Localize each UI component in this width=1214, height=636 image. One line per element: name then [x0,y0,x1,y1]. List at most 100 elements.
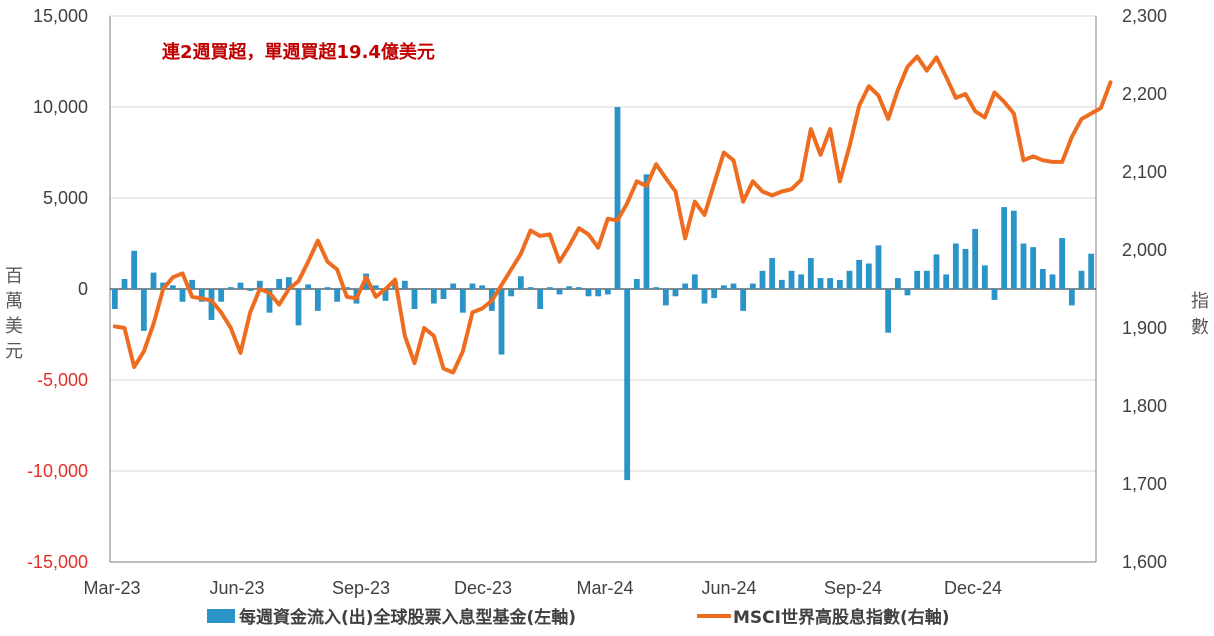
bar [111,289,118,310]
bar [218,289,225,302]
left-axis-title-char: 百 [5,266,23,287]
bar [624,289,631,481]
bar [604,289,611,295]
legend: 每週資金流入(出)全球股票入息型基金(左軸) MSCI世界高股息指數(右軸) [207,607,950,628]
left-tick-label: 0 [78,279,88,299]
bar [875,245,882,289]
x-tick-label: Dec-23 [454,578,512,598]
left-tick-label: -10,000 [27,461,88,481]
bar [981,265,988,289]
right-tick-label: 1,600 [1122,552,1167,572]
bar [633,278,640,289]
bar [198,289,205,302]
right-axis-title: 指數 [1191,291,1209,338]
x-tick-label: Sep-24 [824,578,882,598]
bar [537,289,544,310]
axes [109,16,1097,563]
bar [701,289,708,304]
bar [508,289,515,297]
left-axis-title-char: 美 [5,316,23,337]
bar [740,289,747,311]
bar [546,287,553,289]
index-line [112,54,1113,375]
bar [121,278,128,289]
bar [324,287,331,289]
bar [295,289,302,326]
bar [643,174,650,289]
bar [836,279,843,289]
bar [952,243,959,289]
bar [749,283,756,289]
left-axis-title-char: 元 [5,341,23,362]
bar [972,228,979,289]
bar [720,285,727,289]
bar [459,289,466,313]
bar [179,289,186,302]
bar [1030,247,1037,289]
bar [865,263,872,289]
bar [614,107,621,289]
bar [1088,253,1095,289]
bar [150,272,157,289]
bar [653,287,660,289]
bar [266,289,273,313]
bar [1059,238,1066,289]
bar [575,287,582,289]
x-tick-label: Jun-24 [701,578,756,598]
left-tick-label: -15,000 [27,552,88,572]
bar [1078,270,1085,289]
bar [730,283,737,289]
bar [285,277,292,289]
bar [788,270,795,289]
left-tick-label: 10,000 [33,97,88,117]
bar [256,280,263,289]
bar [517,276,524,289]
bar [595,289,602,297]
bar [160,282,167,289]
left-tick-label: 15,000 [33,6,88,26]
bar [401,280,408,289]
line-series [112,54,1113,375]
bar [450,283,457,289]
bar [1020,243,1027,289]
bar [894,278,901,289]
bar [343,287,350,289]
bar [691,274,698,289]
bar [276,278,283,289]
bar [807,258,814,289]
bar [778,279,785,289]
bar [305,284,312,289]
bar [682,283,689,289]
bar [498,289,505,355]
legend-bar-swatch [207,609,235,623]
legend-bar-label: 每週資金流入(出)全球股票入息型基金(左軸) [239,607,576,628]
bar [189,279,196,289]
right-tick-label: 1,900 [1122,318,1167,338]
bar [1068,289,1075,306]
bar [556,289,563,295]
bar [991,289,998,300]
chart-annotation: 連2週買超，單週買超19.4億美元 [162,41,435,63]
left-tick-label: 5,000 [43,188,88,208]
bar [411,289,418,310]
right-tick-label: 2,200 [1122,84,1167,104]
bar [1049,274,1056,289]
bar [382,289,389,301]
bar [856,259,863,289]
bar [227,287,234,289]
bar [943,274,950,289]
legend-line-label: MSCI世界高股息指數(右軸) [733,607,950,628]
bar [759,270,766,289]
bar [827,278,834,289]
bar [469,283,476,289]
bar [421,288,428,290]
bar [711,289,718,299]
bar [1039,268,1046,289]
bar [527,287,534,289]
right-axis-title-char: 數 [1191,317,1209,338]
right-tick-label: 2,300 [1122,6,1167,26]
bar [817,278,824,289]
x-tick-label: Jun-23 [209,578,264,598]
